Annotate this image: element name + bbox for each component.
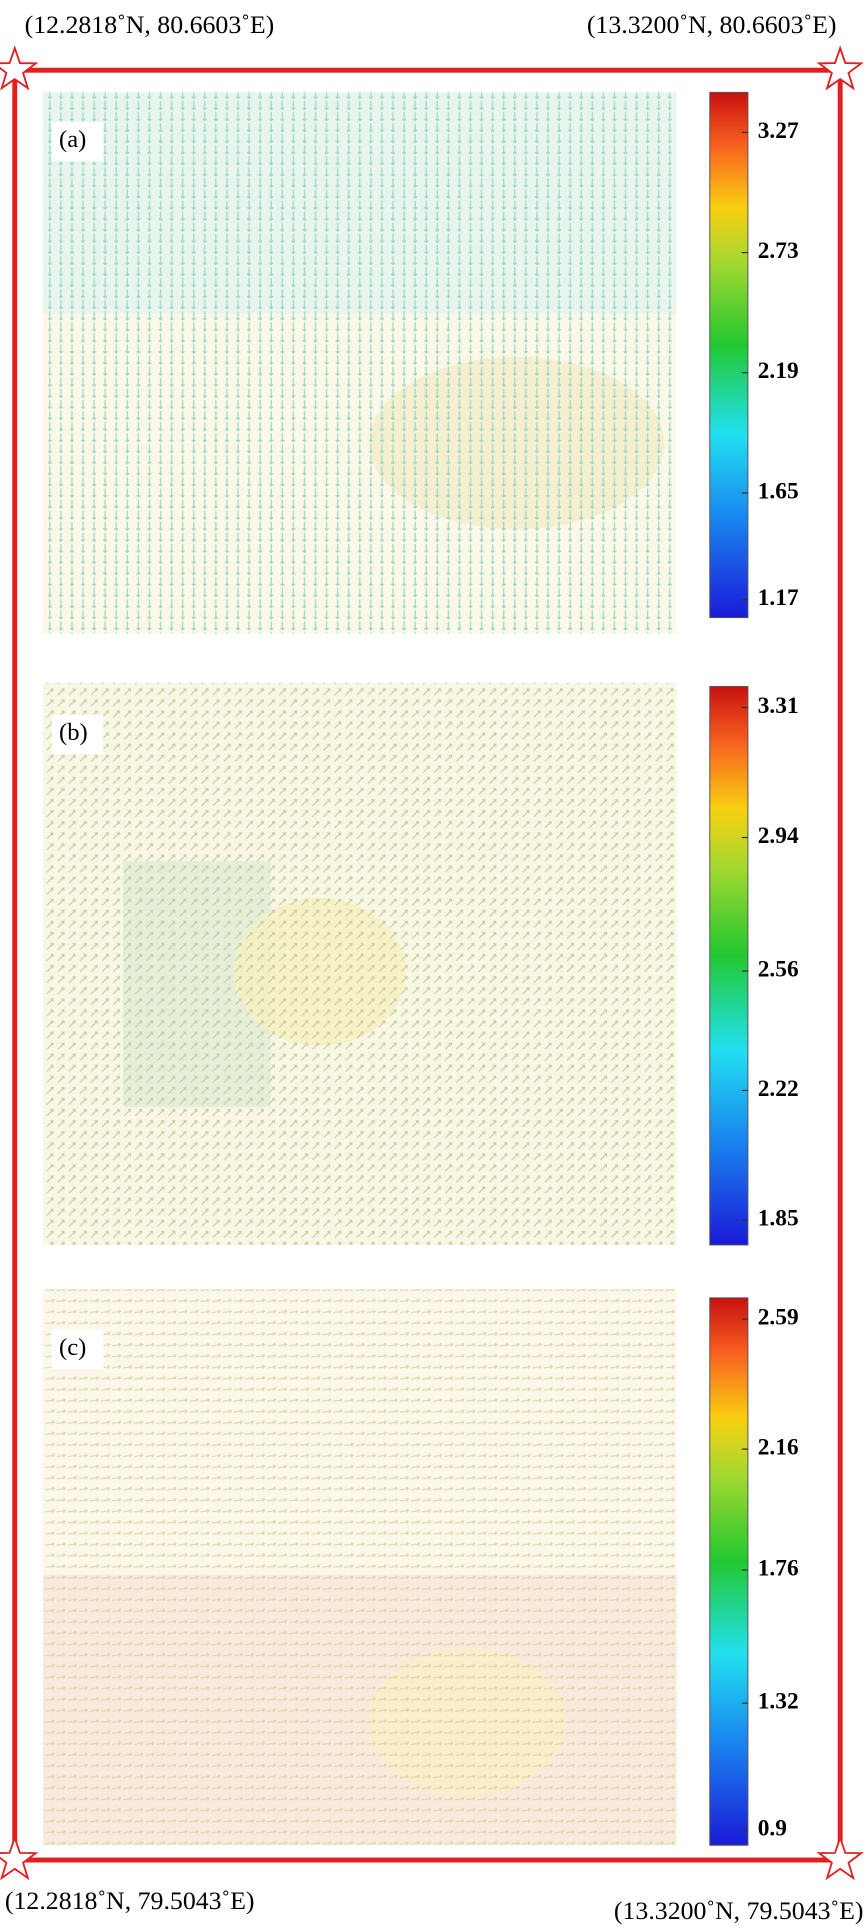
panel-label: (a) [59,126,86,153]
label-box [51,121,104,162]
corner-label: (12.2818˚N, 80.6603˚E) [25,10,275,39]
colorbar [709,91,749,619]
colorbar-tick-label: 1.32 [758,1688,799,1714]
colorbar-tick-label: 3.31 [758,693,799,719]
corner-star [0,47,37,90]
colorbar-tick-label: 1.65 [758,478,799,504]
colorbar-tick-label: 3.27 [758,118,799,144]
panel-label: (c) [59,1334,86,1361]
colorbar-tick-label: 2.73 [758,238,799,264]
colorbar [709,686,749,1246]
corner-label: (12.2818˚N, 79.5043˚E) [5,1886,255,1915]
corner-star [818,1836,863,1879]
colorbar-tick-label: 1.76 [758,1555,799,1581]
panel-label: (b) [59,719,88,746]
colorbar-tick-label: 2.19 [758,358,799,384]
colorbar-tick-label: 2.22 [758,1076,799,1102]
corner-star [0,1836,37,1879]
vector-field [43,92,677,634]
colorbar [709,1297,749,1846]
label-box [51,714,104,755]
colorbar-tick-label: 0.9 [758,1815,787,1841]
colorbar-tick-label: 2.94 [758,823,799,849]
corner-label: (13.3200˚N, 79.5043˚E) [614,1896,864,1925]
label-box [51,1329,104,1370]
colorbar-tick-label: 2.56 [758,956,799,982]
corner-label: (13.3200˚N, 80.6603˚E) [587,10,837,39]
colorbar-tick-label: 1.85 [758,1206,799,1232]
vector-field [43,682,677,1245]
vector-field [43,1289,677,1846]
colorbar-tick-label: 2.16 [758,1434,799,1460]
frame [12,67,843,1863]
colorbar-tick-label: 2.59 [758,1304,799,1330]
colorbar-tick-label: 1.17 [758,585,799,611]
